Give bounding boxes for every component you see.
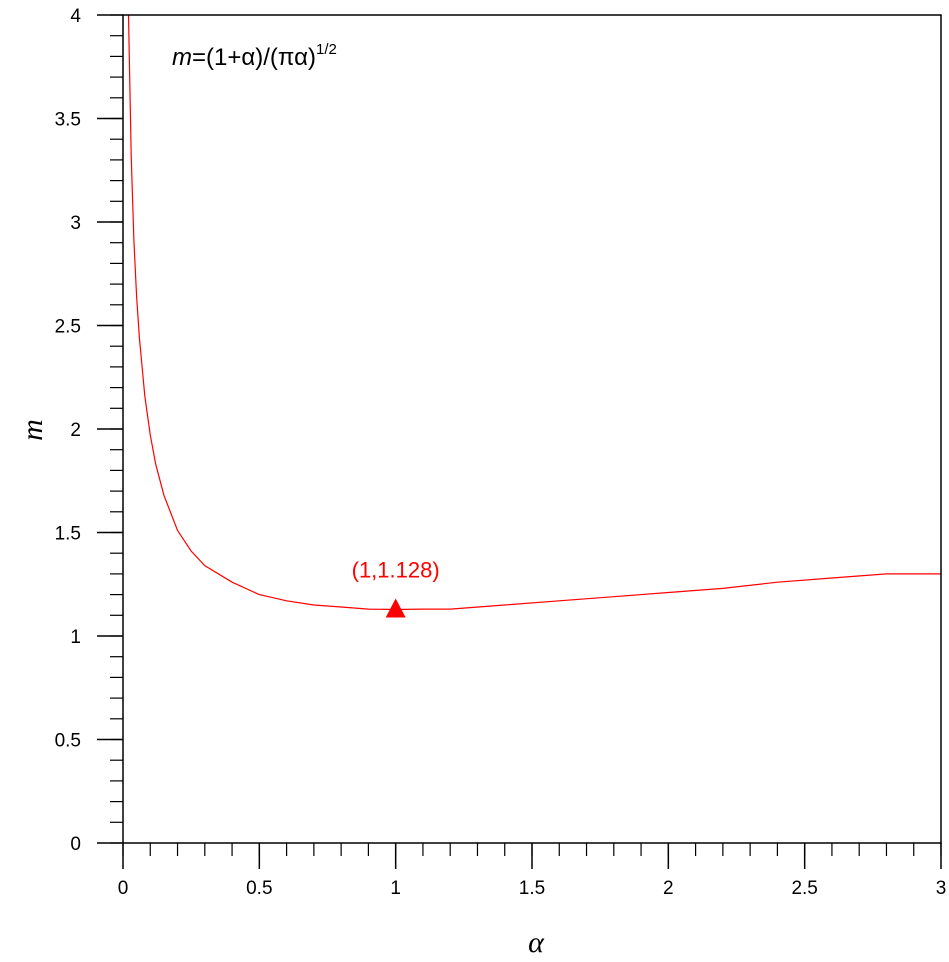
plot-frame <box>122 14 942 844</box>
minimum-marker-triangle <box>385 598 406 618</box>
y-tick-label: 3 <box>70 213 81 234</box>
y-tick-label: 1 <box>70 627 81 648</box>
x-tick-label: 2.5 <box>791 878 817 899</box>
y-tick-label: 2.5 <box>55 317 81 338</box>
y-axis-title: m <box>16 419 49 441</box>
x-tick-label: 1 <box>390 878 401 899</box>
formula-rhs: =(1+α)/(πα) <box>192 44 316 71</box>
y-tick-label: 0.5 <box>55 731 81 752</box>
formula-exponent: 1/2 <box>316 41 337 58</box>
y-tick-label: 2 <box>70 420 81 441</box>
formula-var: m <box>172 44 192 71</box>
x-tick-label: 2 <box>663 878 674 899</box>
y-tick-label: 1.5 <box>55 524 81 545</box>
y-tick-labels: 0 0.5 1 1.5 2 2.5 3 3.5 4 <box>55 6 82 855</box>
x-tick-label: 0.5 <box>246 878 272 899</box>
y-tick-label: 3.5 <box>55 110 81 131</box>
x-tick-label: 1.5 <box>519 878 545 899</box>
series-line <box>127 14 941 611</box>
x-tick-label: 0 <box>118 878 129 899</box>
formula-label: m=(1+α)/(πα)1/2 <box>172 41 337 71</box>
x-tick-labels: 0 0.5 1 1.5 2 2.5 3 <box>118 878 947 899</box>
y-tick-label: 0 <box>70 834 81 855</box>
y-tick-label: 4 <box>70 6 81 27</box>
x-tick-label: 3 <box>936 878 947 899</box>
minimum-point-label: (1,1.128) <box>352 558 440 583</box>
major-ticks <box>97 14 942 869</box>
x-axis-title: α <box>528 926 545 959</box>
